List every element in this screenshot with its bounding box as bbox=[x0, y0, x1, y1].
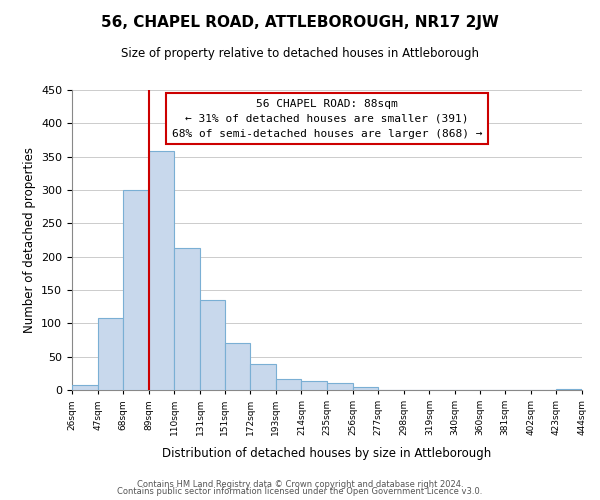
Text: 56 CHAPEL ROAD: 88sqm
← 31% of detached houses are smaller (391)
68% of semi-det: 56 CHAPEL ROAD: 88sqm ← 31% of detached … bbox=[172, 99, 482, 138]
Bar bbox=[149, 152, 175, 390]
Text: Contains HM Land Registry data © Crown copyright and database right 2024.: Contains HM Land Registry data © Crown c… bbox=[137, 480, 463, 489]
Bar bbox=[327, 384, 353, 390]
Bar bbox=[276, 380, 301, 390]
Text: 56, CHAPEL ROAD, ATTLEBOROUGH, NR17 2JW: 56, CHAPEL ROAD, ATTLEBOROUGH, NR17 2JW bbox=[101, 15, 499, 30]
Bar bbox=[224, 344, 250, 390]
Bar bbox=[353, 386, 378, 390]
Bar bbox=[123, 190, 149, 390]
X-axis label: Distribution of detached houses by size in Attleborough: Distribution of detached houses by size … bbox=[163, 446, 491, 460]
Bar bbox=[175, 248, 200, 390]
Bar bbox=[72, 384, 98, 390]
Text: Contains public sector information licensed under the Open Government Licence v3: Contains public sector information licen… bbox=[118, 488, 482, 496]
Bar bbox=[200, 300, 224, 390]
Text: Size of property relative to detached houses in Attleborough: Size of property relative to detached ho… bbox=[121, 48, 479, 60]
Y-axis label: Number of detached properties: Number of detached properties bbox=[23, 147, 35, 333]
Bar bbox=[250, 364, 276, 390]
Bar bbox=[301, 382, 327, 390]
Bar bbox=[556, 388, 582, 390]
Bar bbox=[98, 318, 123, 390]
